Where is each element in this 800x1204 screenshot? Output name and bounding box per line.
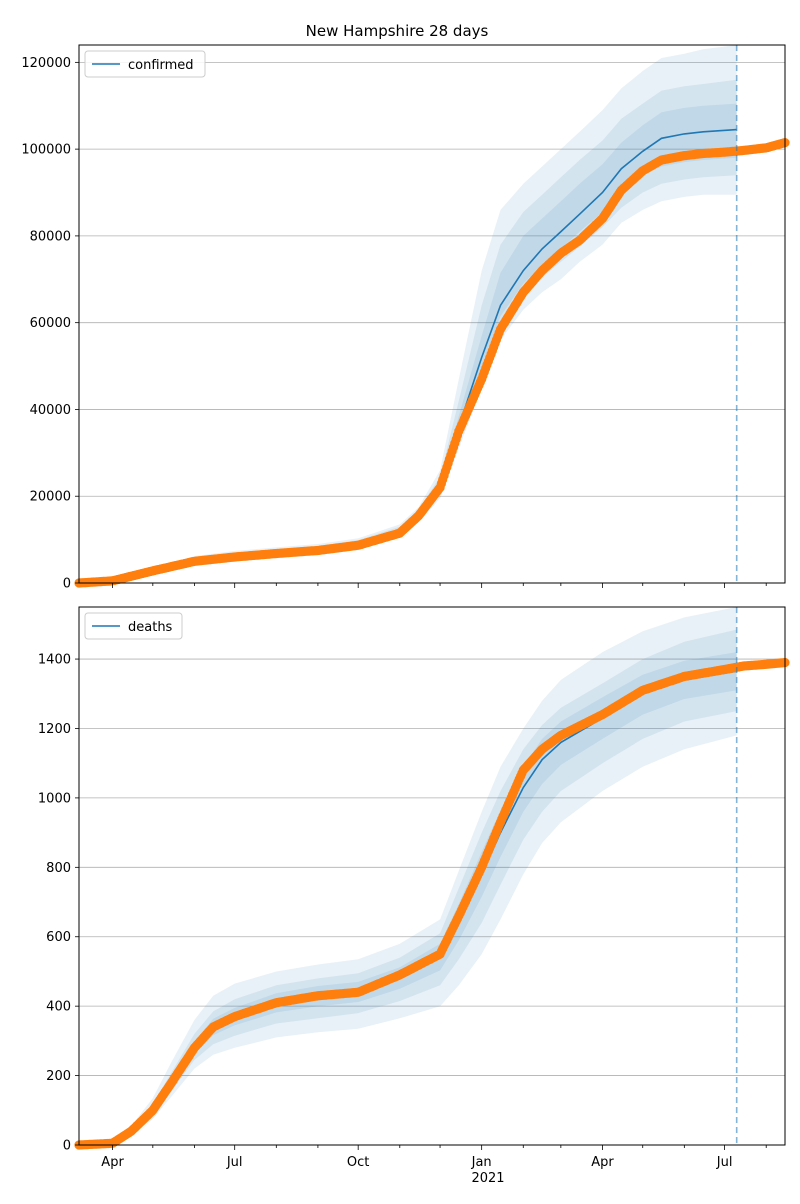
x-tick-label: Apr <box>101 1155 124 1170</box>
x-tick-label: Jul <box>226 1155 243 1170</box>
y-tick-label: 1400 <box>38 653 71 668</box>
uncertainty-band <box>79 79 737 583</box>
axes-frame <box>78 606 786 1146</box>
legend-box <box>84 50 206 78</box>
y-tick-label: 40000 <box>30 403 71 418</box>
axes-frame-rect <box>78 606 786 1146</box>
legend-label-deaths: deaths <box>128 620 173 635</box>
observed-points <box>74 657 790 1150</box>
y-grid <box>79 658 785 1076</box>
x-year-label: 2021 <box>471 1171 504 1186</box>
y-tick-label: 60000 <box>30 316 71 331</box>
y-tick-label: 1200 <box>38 722 71 737</box>
uncertainty-band <box>79 103 737 583</box>
legend: deaths <box>84 612 183 640</box>
panel-confirmed: 0 20000 40000 60000 80000 100000 120000 confir… <box>21 44 790 592</box>
y-tick-label: 0 <box>63 577 71 592</box>
uncertainty-bands <box>79 45 737 583</box>
chart-title: New Hampshire 28 days <box>306 22 489 40</box>
x-tick-label: Jan <box>471 1155 492 1170</box>
y-tick-label: 600 <box>46 930 71 945</box>
y-tick-label: 20000 <box>30 490 71 505</box>
axes-frame <box>78 44 786 584</box>
x-axis <box>112 583 767 588</box>
y-tick-label: 800 <box>46 861 71 876</box>
y-tick-label: 1000 <box>38 791 71 806</box>
uncertainty-band <box>79 652 737 1145</box>
y-tick-label: 200 <box>46 1069 71 1084</box>
y-grid <box>79 61 785 497</box>
uncertainty-band <box>79 45 737 583</box>
x-tick-label: Jul <box>716 1155 733 1170</box>
y-tick-label: 80000 <box>30 229 71 244</box>
x-tick-label: Oct <box>347 1155 369 1170</box>
y-axis: 0 200 400 600 800 1000 1200 1400 <box>38 653 79 1154</box>
legend-box <box>84 612 183 640</box>
observed-points <box>74 138 790 588</box>
y-tick-label: 400 <box>46 1000 71 1015</box>
x-axis: Apr Jul Oct Jan Apr Jul <box>101 1145 767 1170</box>
y-tick-label: 100000 <box>21 143 71 158</box>
legend: confirmed <box>84 50 206 78</box>
axes-frame-rect <box>78 44 786 584</box>
x-tick-label: Apr <box>591 1155 614 1170</box>
y-tick-label: 0 <box>63 1139 71 1154</box>
y-axis: 0 20000 40000 60000 80000 100000 120000 <box>21 56 79 592</box>
y-tick-label: 120000 <box>21 56 71 71</box>
legend-label-confirmed: confirmed <box>128 58 194 73</box>
